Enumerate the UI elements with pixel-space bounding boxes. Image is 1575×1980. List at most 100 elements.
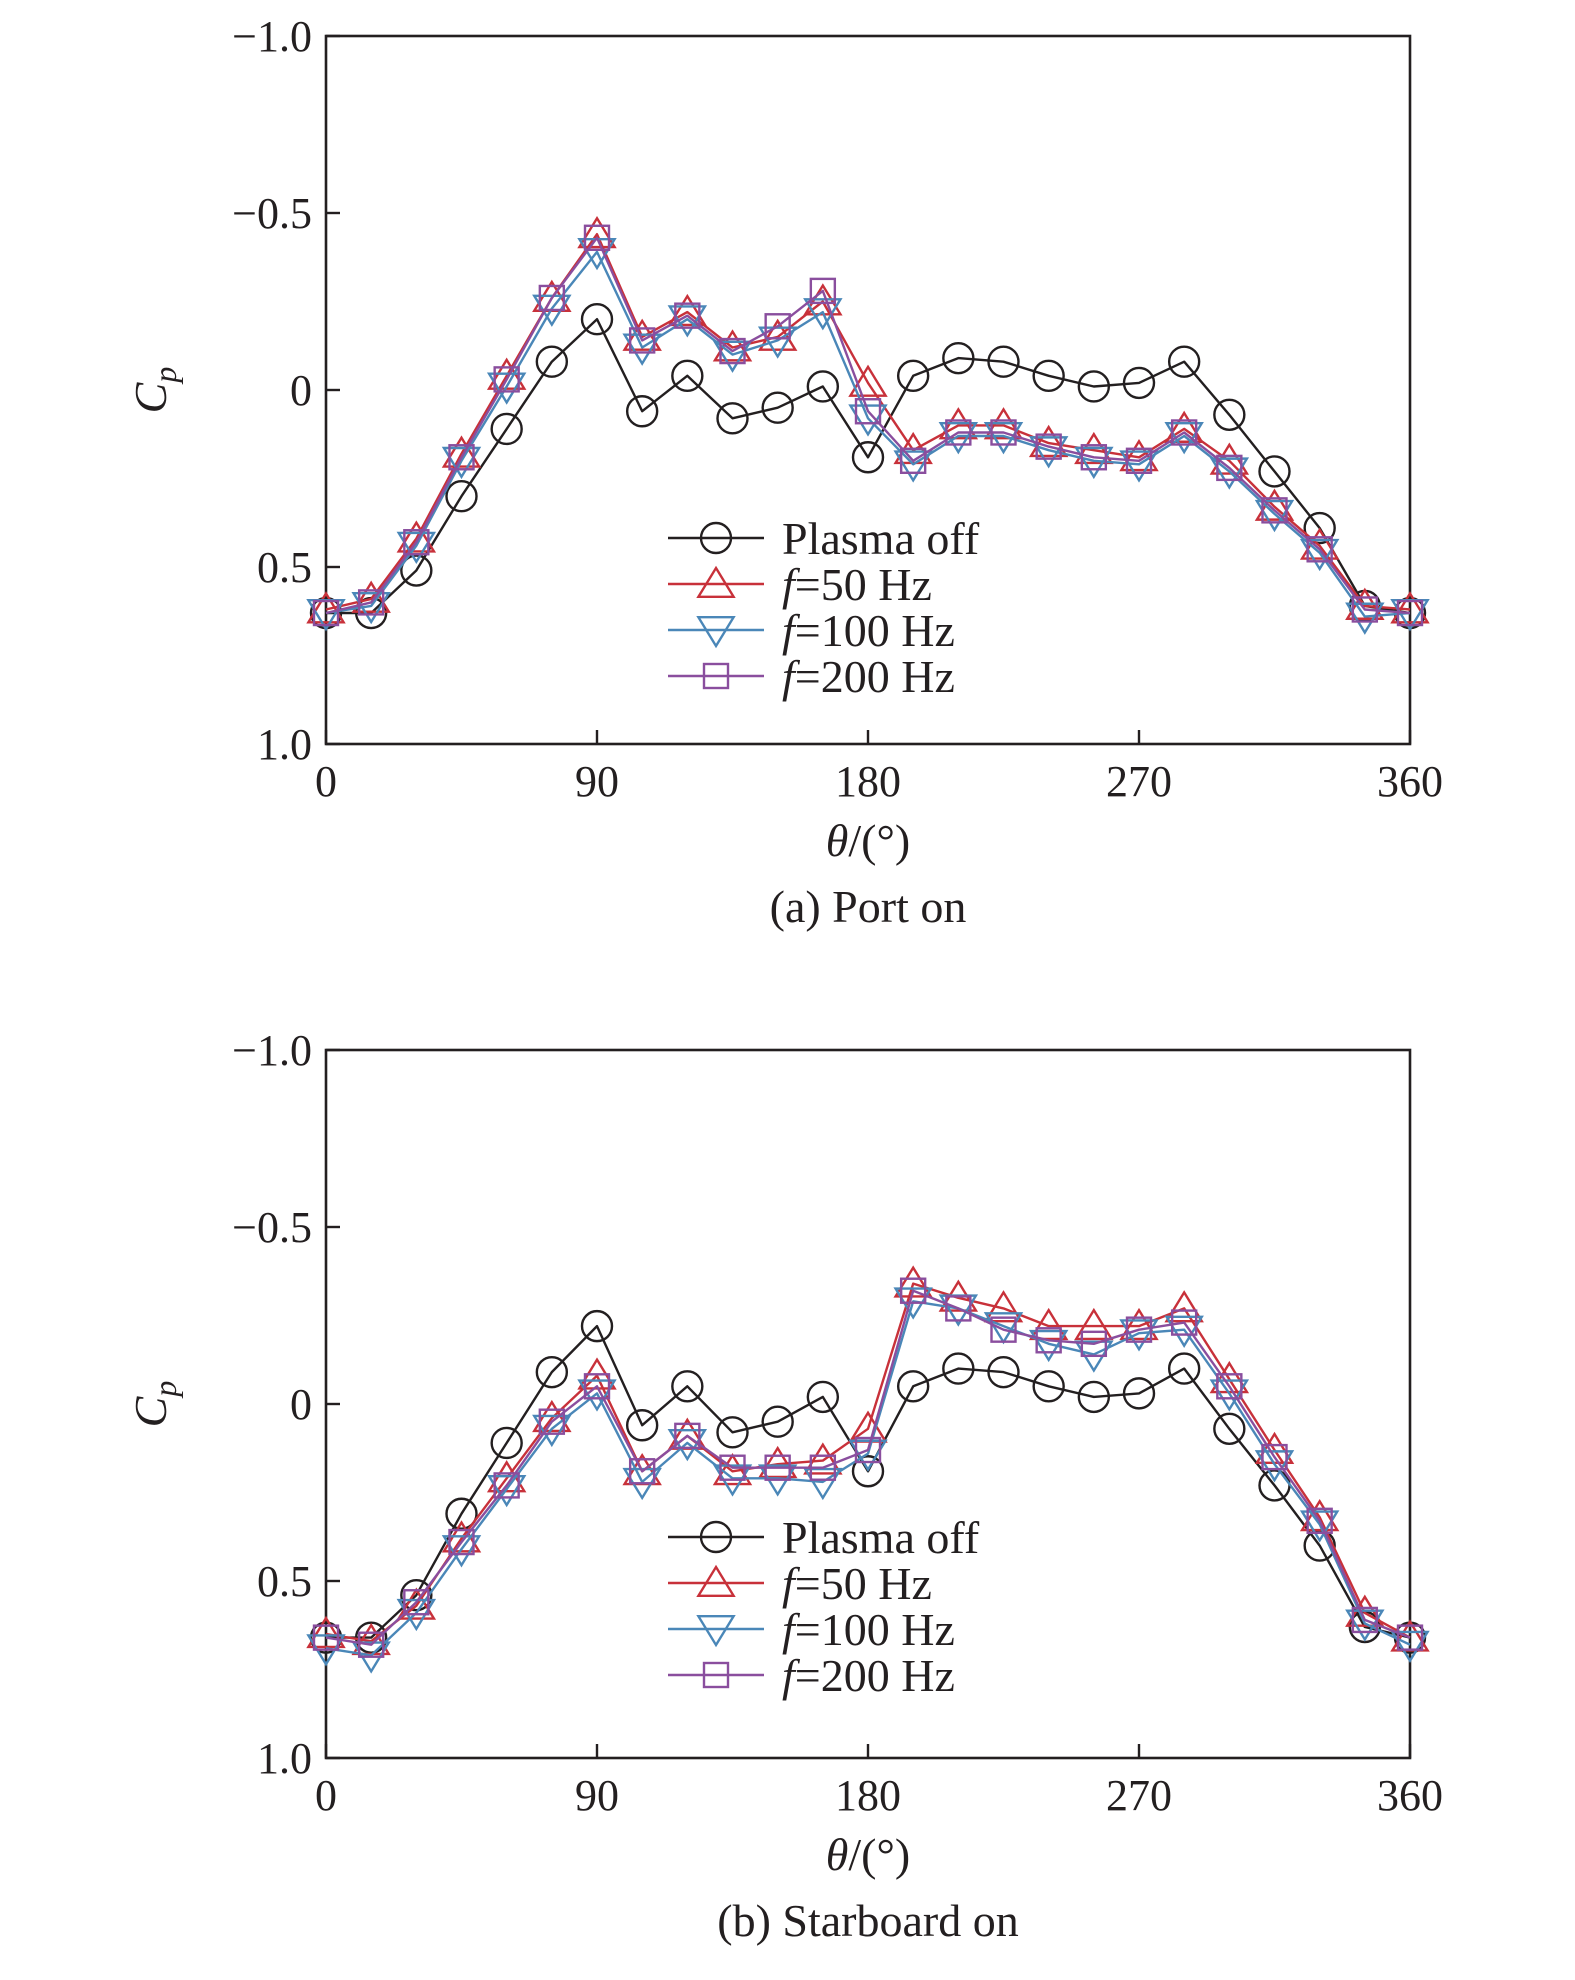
- data-point: [532, 1414, 572, 1448]
- data-point: [716, 402, 749, 435]
- data-point: [583, 1373, 611, 1400]
- data-point: [1213, 1412, 1246, 1445]
- data-point: [622, 333, 662, 366]
- data-point: [1351, 1606, 1379, 1634]
- data-point: [761, 1405, 794, 1438]
- x-axis-title: θ/(°): [826, 815, 910, 866]
- data-point: [1032, 1370, 1065, 1403]
- series-line: [326, 318, 1411, 615]
- data-point: [1345, 1609, 1385, 1642]
- data-point: [899, 1277, 927, 1304]
- data-point: [1396, 1624, 1424, 1651]
- data-point: [854, 398, 882, 425]
- data-point: [712, 340, 753, 373]
- panel-caption: (b) Starboard on: [717, 1895, 1018, 1946]
- data-point: [1125, 1316, 1153, 1343]
- data-point: [306, 1615, 346, 1649]
- legend-marker: [696, 1564, 736, 1598]
- series-line: [325, 1282, 1411, 1643]
- legend-marker: [696, 1614, 736, 1648]
- data-point: [580, 303, 614, 336]
- data-point: [445, 1497, 478, 1530]
- data-point: [893, 1265, 933, 1298]
- y-tick-label: −1.0: [232, 1026, 312, 1075]
- legend-entry: f=100 Hz: [782, 1604, 955, 1655]
- data-point: [893, 450, 933, 483]
- y-tick-label: −0.5: [232, 1203, 312, 1252]
- series-f-200-hz: [312, 224, 1424, 627]
- data-point: [1261, 497, 1288, 524]
- x-tick-label: 0: [315, 757, 337, 806]
- data-point: [441, 435, 482, 468]
- x-tick-label: 270: [1106, 757, 1172, 806]
- x-tick-label: 270: [1106, 1771, 1172, 1820]
- data-point: [1299, 1498, 1340, 1532]
- y-tick-label: 0: [290, 366, 312, 415]
- data-point: [1254, 499, 1295, 533]
- series-plasma-off: [309, 303, 1427, 630]
- data-point: [896, 359, 930, 393]
- data-point: [625, 1409, 659, 1442]
- data-point: [809, 277, 837, 305]
- data-point: [1028, 436, 1069, 469]
- data-point: [942, 341, 975, 375]
- data-point: [1258, 455, 1291, 488]
- y-tick-label: 1.0: [257, 1734, 312, 1783]
- legend-entry: Plasma off: [782, 513, 980, 564]
- series-f-200-hz: [312, 1277, 1424, 1658]
- data-point: [1077, 370, 1111, 403]
- data-point: [1170, 419, 1198, 446]
- x-tick-label: 180: [835, 757, 901, 806]
- data-point: [396, 531, 437, 565]
- data-point: [1216, 1373, 1243, 1400]
- data-point: [851, 1455, 885, 1488]
- data-point: [1209, 1379, 1250, 1412]
- data-point: [716, 1416, 749, 1449]
- data-point: [1261, 1443, 1288, 1471]
- data-point: [448, 1528, 475, 1556]
- data-point: [448, 444, 475, 471]
- data-point: [1299, 538, 1340, 572]
- data-point: [445, 480, 478, 513]
- data-point: [671, 1370, 704, 1403]
- data-point: [1164, 1315, 1204, 1348]
- data-point: [1122, 1377, 1156, 1410]
- data-point: [1390, 591, 1430, 624]
- series-line: [325, 236, 1411, 615]
- data-point: [806, 370, 840, 403]
- data-point: [809, 1454, 837, 1481]
- x-tick-label: 360: [1377, 757, 1443, 806]
- legend-entry: f=50 Hz: [782, 559, 932, 610]
- data-point: [535, 1355, 569, 1389]
- data-point: [1306, 1507, 1333, 1535]
- data-point: [848, 364, 888, 397]
- data-point: [441, 1535, 482, 1568]
- y-tick-label: 0.5: [257, 1557, 312, 1606]
- data-point: [1254, 1450, 1295, 1483]
- data-point: [486, 372, 527, 405]
- series-line: [325, 232, 1411, 611]
- data-point: [1167, 345, 1201, 378]
- data-point: [990, 1316, 1017, 1343]
- chart-panel-b: 0 90 180 270 360 −1.0 −0.5 0 0.5 1.0 Cp θ/(°) (b) St…: [125, 1026, 1443, 1946]
- data-point: [396, 520, 437, 553]
- data-point: [667, 293, 708, 327]
- data-point: [1170, 1309, 1198, 1336]
- data-point: [806, 1380, 840, 1414]
- data-point: [441, 446, 482, 480]
- series-line: [325, 1300, 1411, 1657]
- data-point: [987, 1355, 1020, 1389]
- data-point: [400, 1578, 433, 1612]
- legend-marker: [696, 565, 736, 598]
- data-point: [764, 313, 791, 340]
- data-point: [1028, 1329, 1069, 1363]
- data-point: [942, 1352, 975, 1385]
- data-point: [628, 327, 656, 354]
- data-point: [803, 1442, 843, 1475]
- chart-panel-a: 0 90 180 270 360 −1.0 −0.5 0 0.5 1.0 Cp θ/(°) (a) Po…: [125, 12, 1443, 932]
- data-point: [1345, 602, 1385, 635]
- data-point: [983, 1312, 1024, 1345]
- data-point: [403, 1589, 430, 1616]
